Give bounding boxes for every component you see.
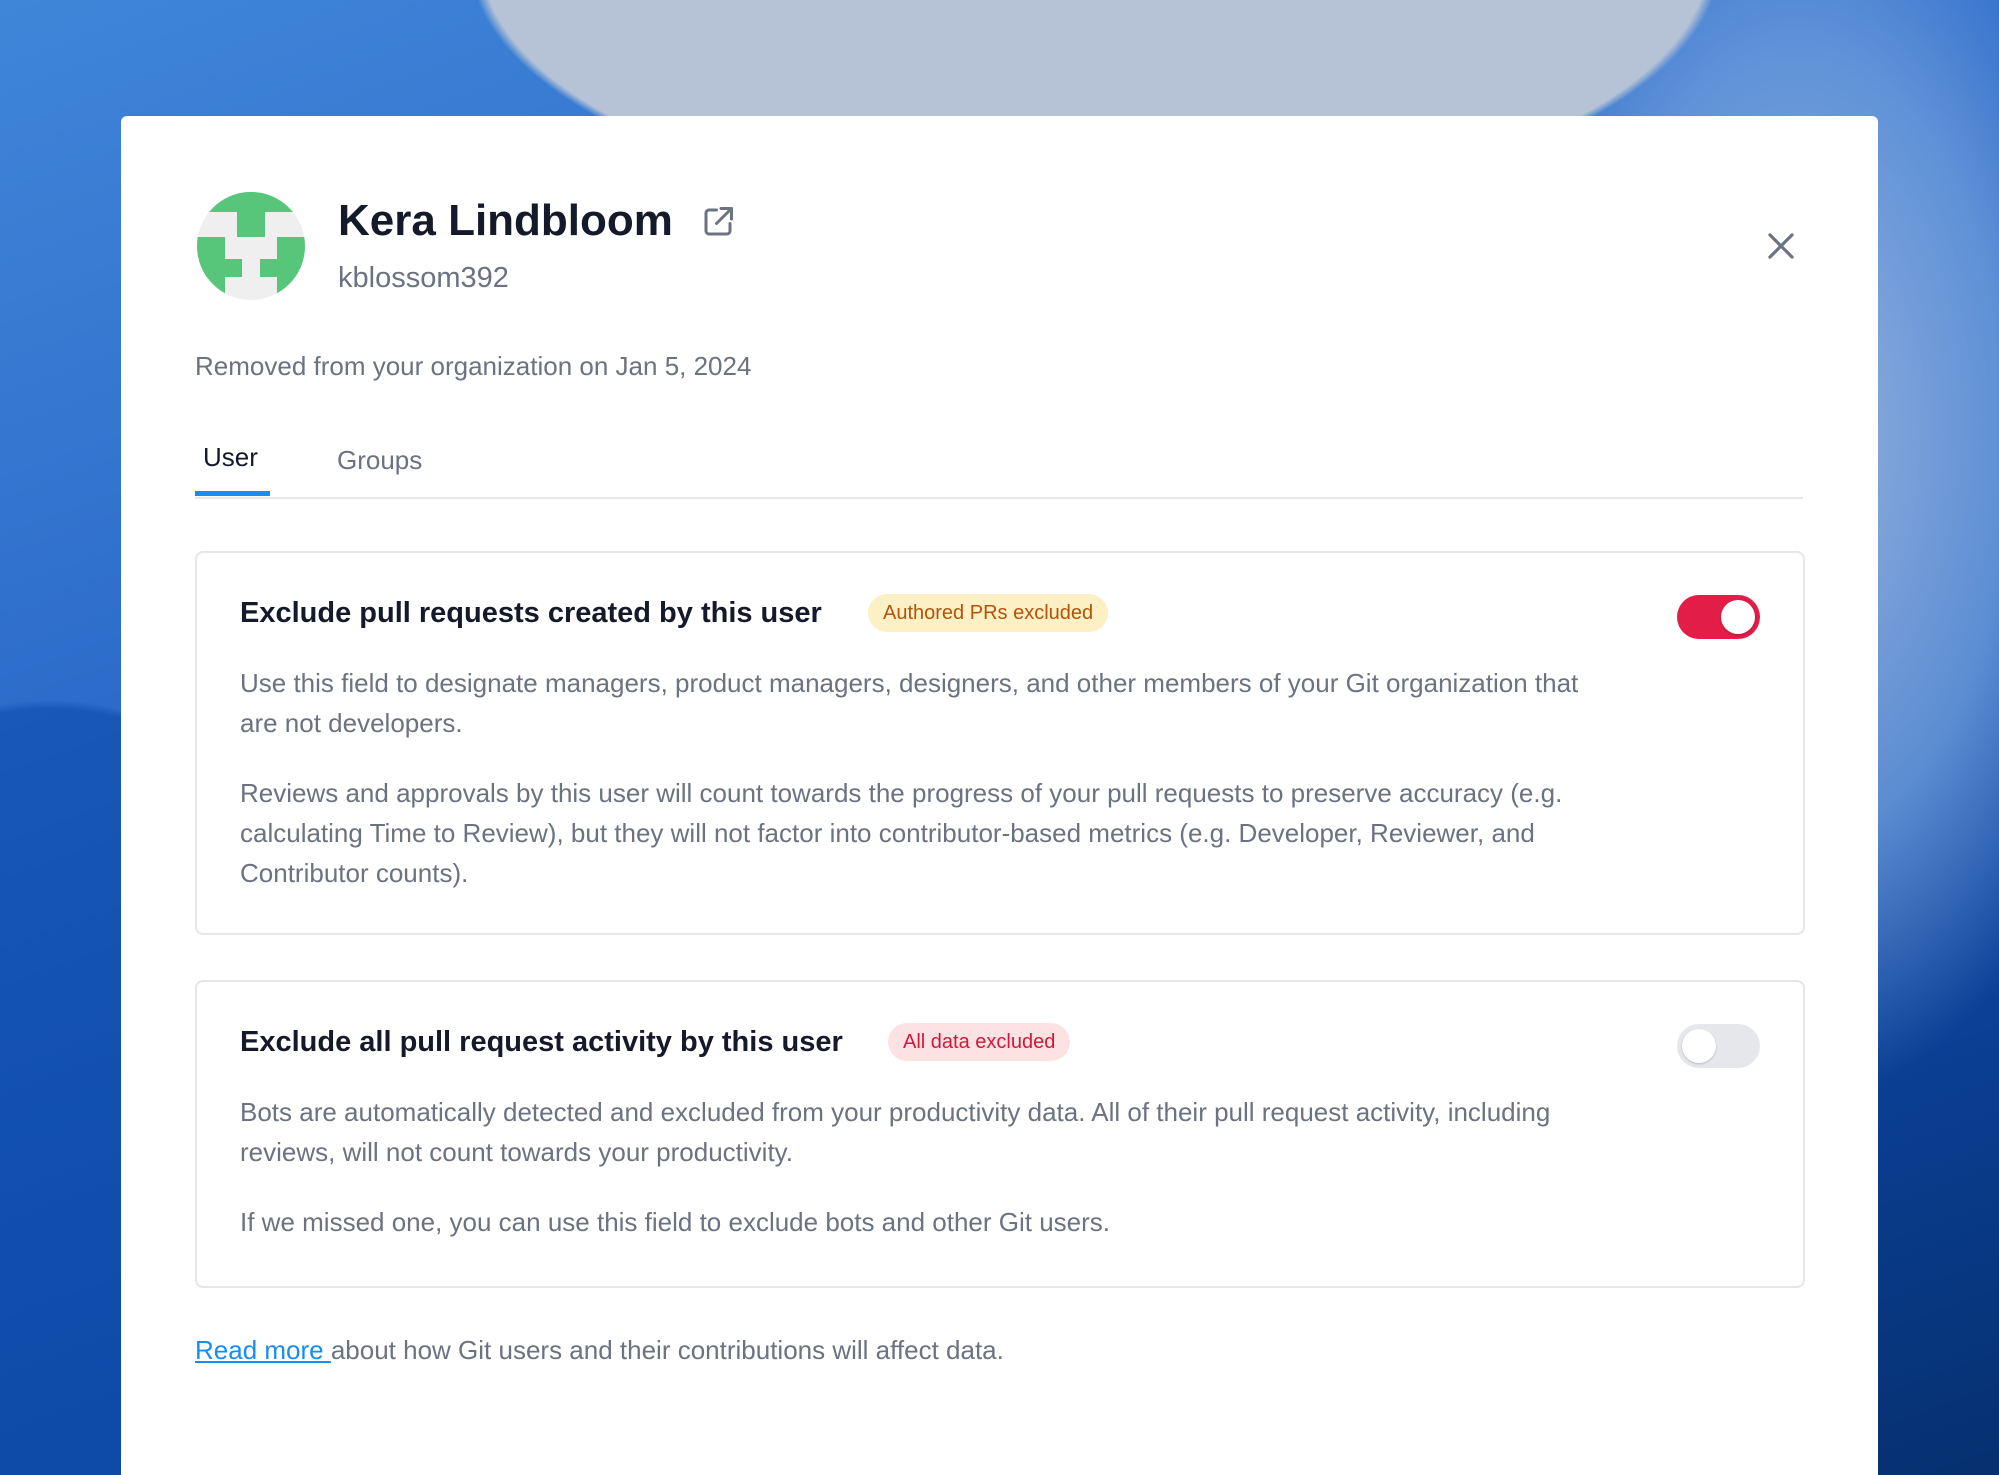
setting-description: Use this field to designate managers, pr…	[240, 668, 1579, 738]
toggle-knob	[1721, 600, 1755, 634]
read-more-link[interactable]: Read more	[195, 1335, 331, 1365]
setting-description: Bots are automatically detected and excl…	[240, 1097, 1551, 1167]
close-icon[interactable]	[1762, 227, 1800, 265]
exclude-authored-toggle[interactable]	[1677, 595, 1760, 639]
status-badge: Authored PRs excluded	[868, 594, 1109, 632]
username: kblossom392	[338, 262, 509, 294]
external-link-icon[interactable]	[700, 204, 736, 240]
user-name: Kera Lindbloom	[338, 196, 673, 245]
status-badge: All data excluded	[888, 1023, 1071, 1061]
active-tab-indicator	[195, 491, 270, 496]
removed-note: Removed from your organization on Jan 5,…	[195, 351, 752, 381]
setting-description: Reviews and approvals by this user will …	[240, 778, 1563, 888]
setting-card-exclude-authored: Exclude pull requests created by this us…	[195, 551, 1805, 935]
tab-bar: User Groups	[195, 436, 1803, 499]
tab-groups[interactable]: Groups	[337, 445, 423, 475]
footer-text: about how Git users and their contributi…	[330, 1335, 1004, 1365]
avatar	[197, 192, 305, 300]
tab-user[interactable]: User	[203, 442, 258, 472]
exclude-all-toggle[interactable]	[1677, 1024, 1760, 1068]
setting-title: Exclude pull requests created by this us…	[240, 597, 822, 629]
setting-card-exclude-all: Exclude all pull request activity by thi…	[195, 980, 1805, 1288]
setting-title: Exclude all pull request activity by thi…	[240, 1026, 843, 1058]
setting-description: If we missed one, you can use this field…	[240, 1207, 1111, 1237]
toggle-knob	[1682, 1029, 1716, 1063]
footer-note: Read more about how Git users and their …	[195, 1335, 1004, 1366]
